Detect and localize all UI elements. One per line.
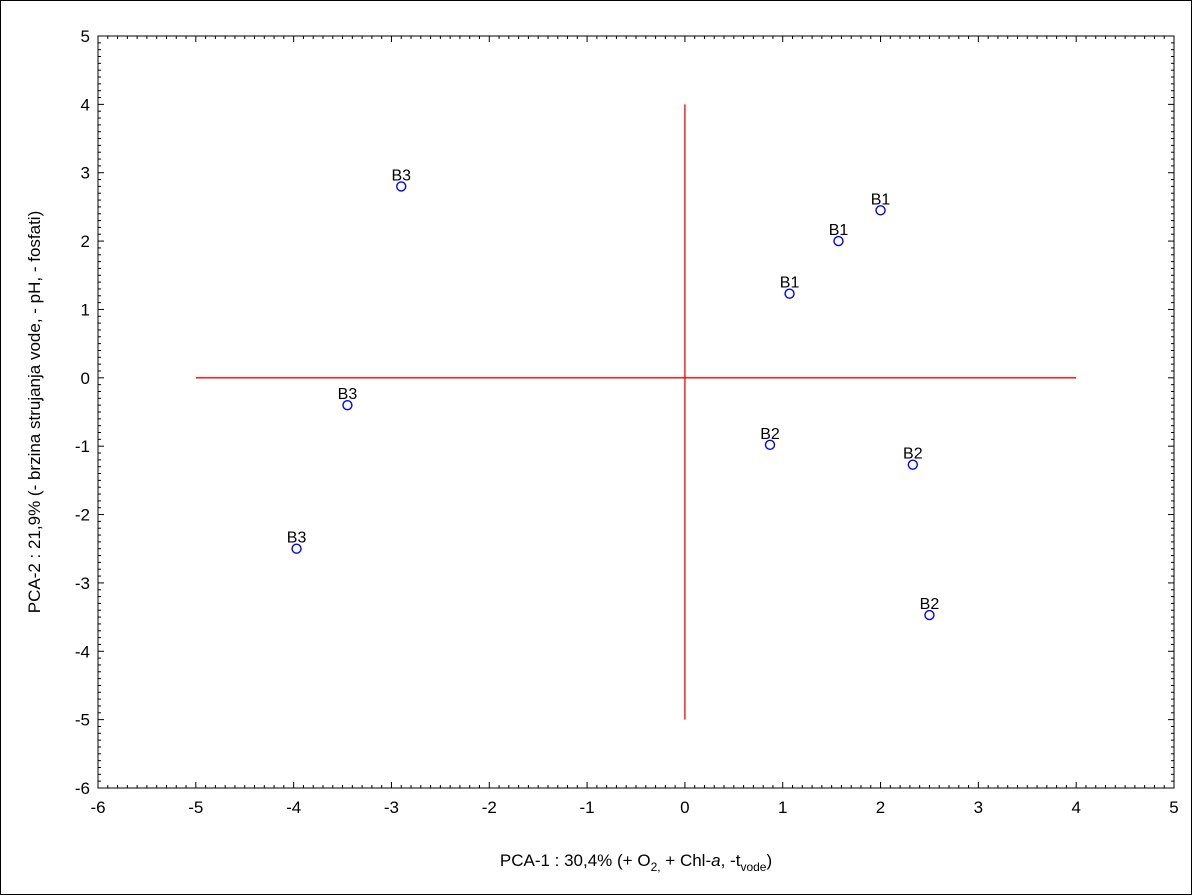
y-tick-label: -1	[75, 437, 90, 456]
y-tick-labels: -6 -5 -4 -3 -2 -1 0 1 2 3 4 5	[75, 27, 90, 798]
x-axis-label-mid: + Chl-	[661, 851, 712, 870]
data-point-marker	[875, 205, 886, 216]
x-axis-label-sub2: vode	[740, 860, 766, 874]
y-tick-label: 0	[81, 369, 90, 388]
data-point-marker	[342, 399, 353, 411]
data-point-label: B2	[920, 596, 940, 613]
x-tick-label: -6	[90, 798, 105, 817]
y-tick-label: 3	[81, 164, 90, 183]
data-point-label: B2	[760, 426, 780, 443]
y-tick-label: -6	[75, 779, 90, 798]
x-axis-label-suffix: )	[766, 851, 772, 870]
x-tick-label: -1	[580, 798, 595, 817]
data-point-marker	[291, 543, 302, 554]
x-tick-label: 2	[876, 798, 885, 817]
x-tick-label: 4	[1071, 798, 1080, 817]
x-axis-label-prefix: PCA-1 : 30,4% (+ O	[500, 851, 651, 870]
reference-lines	[195, 104, 1077, 720]
y-tick-label: -5	[75, 711, 90, 730]
data-point-label: B1	[829, 222, 849, 239]
y-tick-label: 1	[81, 300, 90, 319]
data-point-marker	[907, 459, 919, 470]
data-point-marker	[396, 181, 407, 192]
y-tick-label: 2	[81, 232, 90, 251]
x-tick-label: 3	[974, 798, 983, 817]
x-axis-label-mid2: , -t	[721, 851, 741, 870]
data-point-label: B3	[287, 530, 307, 547]
y-tick-label: -4	[75, 642, 90, 661]
data-point-marker	[924, 609, 935, 621]
x-axis-label-italic: a	[711, 851, 720, 870]
y-tick-label: 5	[81, 27, 90, 46]
data-point-marker	[764, 439, 776, 451]
y-tick-label: -3	[75, 574, 90, 593]
y-tick-label: 4	[81, 95, 90, 114]
x-axis-label: PCA-1 : 30,4% (+ O2, + Chl-a, -tvode)	[500, 851, 772, 874]
y-tick-label: -2	[75, 506, 90, 525]
data-point-marker	[833, 235, 844, 247]
data-point-label: B3	[391, 167, 411, 184]
minor-ticks	[98, 36, 1174, 788]
major-ticks	[97, 35, 1175, 789]
x-tick-label: -4	[286, 798, 301, 817]
data-point-label: B1	[780, 275, 800, 292]
data-point-marker	[784, 288, 795, 299]
data-points: B3 B3 B3 B1 B1 B1 B2 B2 B2	[287, 167, 940, 621]
data-point-label: B3	[338, 386, 358, 403]
x-tick-label: 1	[778, 798, 787, 817]
y-axis-label: PCA-2 : 21,9% (- brzina strujanja vode, …	[25, 211, 44, 614]
x-tick-labels: -6 -5 -4 -3 -2 -1 0 1 2 3 4 5	[90, 798, 1178, 817]
data-point-label: B1	[871, 191, 891, 208]
x-axis-label-sub1: 2,	[651, 860, 661, 874]
x-tick-label: -2	[482, 798, 497, 817]
data-point-label: B2	[903, 446, 923, 463]
x-tick-label: 0	[680, 798, 689, 817]
x-tick-label: -5	[188, 798, 203, 817]
x-tick-label: -3	[384, 798, 399, 817]
x-tick-label: 5	[1169, 798, 1178, 817]
